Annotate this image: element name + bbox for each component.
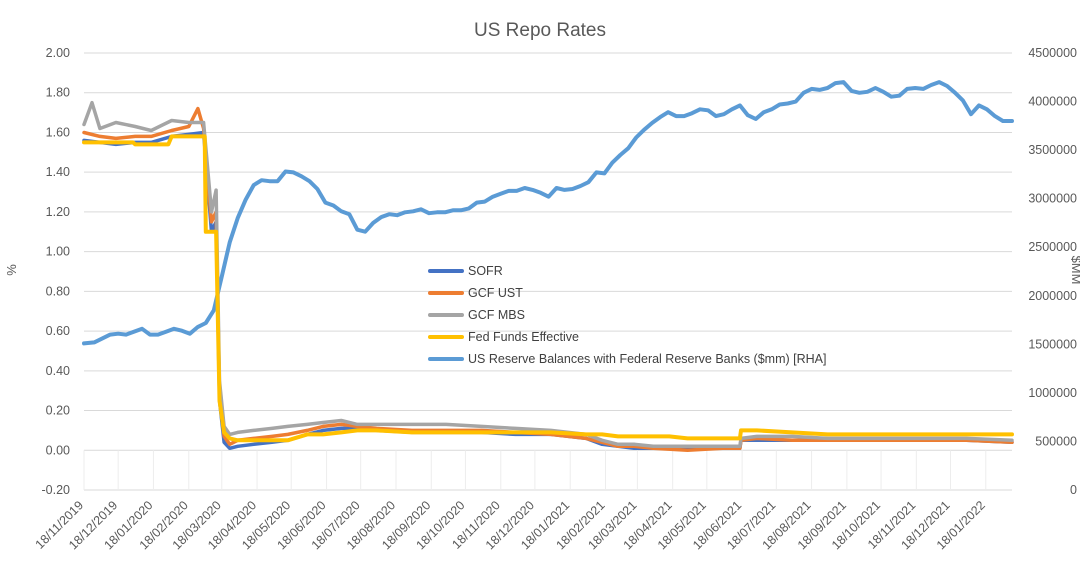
gridlines xyxy=(83,52,1012,491)
y2-tick-label: 4000000 xyxy=(1028,95,1077,109)
chart-title: US Repo Rates xyxy=(474,20,606,41)
y-tick-label: 1.80 xyxy=(46,86,70,100)
y2-tick-label: 500000 xyxy=(1035,434,1077,448)
y-tick-label: 1.00 xyxy=(46,245,70,259)
series-line-3 xyxy=(82,134,1014,443)
y2-tick-label: 1000000 xyxy=(1028,386,1077,400)
y-tick-label: 0.40 xyxy=(46,364,70,378)
legend-label: GCF UST xyxy=(468,286,523,300)
legend: SOFR GCF UST GCF MBS Fed Funds Effective US … xyxy=(428,264,826,366)
y2-tick-label: 0 xyxy=(1070,483,1077,497)
x-axis-ticks: 18/11/201918/12/201918/01/202018/02/2020… xyxy=(33,498,988,552)
series-line-1 xyxy=(82,106,1014,453)
y-tick-label: 0.60 xyxy=(46,324,70,338)
left-axis-ticks: -0.20 0.00 0.20 0.40 0.60 0.80 1.00 1.20 1.40 1.6… xyxy=(42,46,71,497)
y-tick-label: 0.20 xyxy=(46,404,70,418)
y-tick-label: 1.60 xyxy=(46,125,70,139)
y-tick-label: 0.80 xyxy=(46,284,70,298)
right-axis-ticks: 0 500000 1000000 1500000 2000000 2500000 30000… xyxy=(1028,46,1077,497)
legend-label: Fed Funds Effective xyxy=(468,330,579,344)
y-tick-label: 2.00 xyxy=(46,46,70,60)
legend-label: SOFR xyxy=(468,264,503,278)
y-tick-label: -0.20 xyxy=(42,483,71,497)
y-tick-label: 1.20 xyxy=(46,205,70,219)
legend-label: GCF MBS xyxy=(468,308,525,322)
y2-tick-label: 2500000 xyxy=(1028,240,1077,254)
y-tick-label: 1.40 xyxy=(46,165,70,179)
series-line-2 xyxy=(82,100,1014,449)
y-tick-label: 0.00 xyxy=(46,443,70,457)
y2-axis-label: $MM xyxy=(1069,256,1080,285)
legend-label: US Reserve Balances with Federal Reserve… xyxy=(468,352,826,366)
series-line-4 xyxy=(82,80,1014,346)
y2-tick-label: 1500000 xyxy=(1028,337,1077,351)
y2-tick-label: 2000000 xyxy=(1028,289,1077,303)
y2-tick-label: 3500000 xyxy=(1028,143,1077,157)
y2-tick-label: 3000000 xyxy=(1028,192,1077,206)
series-lines xyxy=(82,80,1014,453)
y-axis-label: % xyxy=(4,264,19,276)
y2-tick-label: 4500000 xyxy=(1028,46,1077,60)
